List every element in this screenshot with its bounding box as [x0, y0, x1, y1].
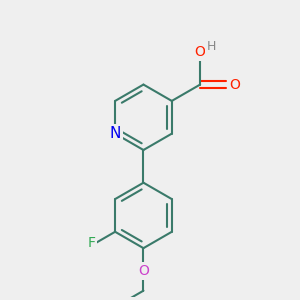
Text: N: N [110, 126, 121, 141]
Text: O: O [138, 264, 149, 278]
Text: O: O [195, 45, 206, 59]
Text: F: F [87, 236, 95, 250]
Text: H: H [207, 40, 216, 53]
Text: O: O [229, 78, 240, 92]
